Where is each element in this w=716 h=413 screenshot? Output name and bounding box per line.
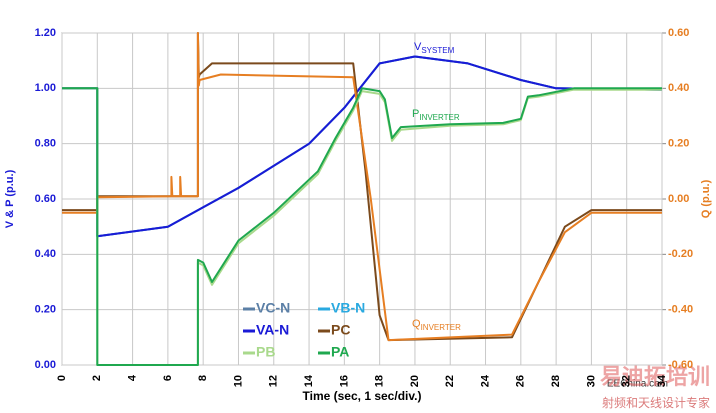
- series-line: [62, 55, 663, 238]
- y2-tick-label: -0.60: [668, 359, 693, 371]
- y-tick-label: 0.80: [35, 138, 56, 150]
- annotation: VSYSTEM: [414, 41, 455, 55]
- y2-tick-label: 0.00: [668, 193, 689, 205]
- y-tick-label: 0.40: [35, 248, 56, 260]
- y-axis-label: V & P (p.u.): [4, 169, 16, 228]
- x-tick-label: 10: [232, 375, 244, 387]
- x-tick-label: 30: [585, 375, 597, 387]
- annotation-subscript: SYSTEM: [421, 46, 454, 55]
- x-tick-label: 20: [409, 375, 421, 387]
- watermark-slogan: 射频和天线设计专家: [602, 395, 710, 410]
- annotation-text: P: [412, 108, 419, 120]
- y2-axis-label: Q (p.u.): [700, 179, 712, 218]
- annotation: QINVERTER: [412, 318, 461, 332]
- x-tick-label: 4: [126, 374, 138, 381]
- legend-label: PA: [331, 344, 349, 360]
- y2-tick-label: 0.20: [668, 138, 689, 150]
- y-tick-label: 0.20: [35, 304, 56, 316]
- x-tick-label: 26: [515, 375, 527, 387]
- x-tick-label: 14: [303, 374, 315, 387]
- x-tick-label: 22: [444, 375, 456, 387]
- x-tick-label: 16: [338, 375, 350, 387]
- x-axis-label: Time (sec, 1 sec/div.): [303, 389, 422, 403]
- x-tick-label: 0: [56, 375, 68, 381]
- y-tick-label: 0.60: [35, 193, 56, 205]
- y-tick-label: 0.00: [35, 359, 56, 371]
- legend-label: VC-N: [256, 300, 290, 316]
- annotation-subscript: INVERTER: [421, 323, 462, 332]
- x-tick-label: 18: [374, 375, 386, 387]
- annotation-text: Q: [412, 318, 421, 330]
- legend-label: PB: [256, 344, 275, 360]
- series-line: [62, 32, 662, 342]
- y2-tick-label: -0.40: [668, 304, 693, 316]
- legend-label: PC: [331, 322, 350, 338]
- x-tick-label: 6: [162, 375, 174, 381]
- watermark-brand: 易迪拓培训: [600, 364, 710, 389]
- annotation: PINVERTER: [412, 108, 460, 122]
- series-line: [62, 87, 662, 366]
- x-tick-label: 8: [197, 375, 209, 381]
- y2-tick-label: -0.20: [668, 248, 693, 260]
- x-tick-label: 34: [656, 374, 668, 387]
- legend-label: VA-N: [256, 322, 289, 338]
- annotation-text: V: [414, 41, 422, 53]
- x-tick-label: 28: [550, 375, 562, 387]
- watermark-site: EEChina.com: [607, 379, 668, 390]
- legend-label: VB-N: [331, 300, 365, 316]
- y-tick-label: 1.00: [35, 82, 56, 94]
- x-tick-label: 12: [268, 375, 280, 387]
- x-tick-label: 2: [91, 375, 103, 381]
- annotation-subscript: INVERTER: [419, 113, 460, 122]
- x-tick-label: 24: [479, 374, 491, 387]
- x-tick-label: 32: [621, 375, 633, 387]
- y2-tick-label: 0.40: [668, 82, 689, 94]
- y-tick-label: 1.20: [35, 27, 56, 39]
- y2-tick-label: 0.60: [668, 27, 689, 39]
